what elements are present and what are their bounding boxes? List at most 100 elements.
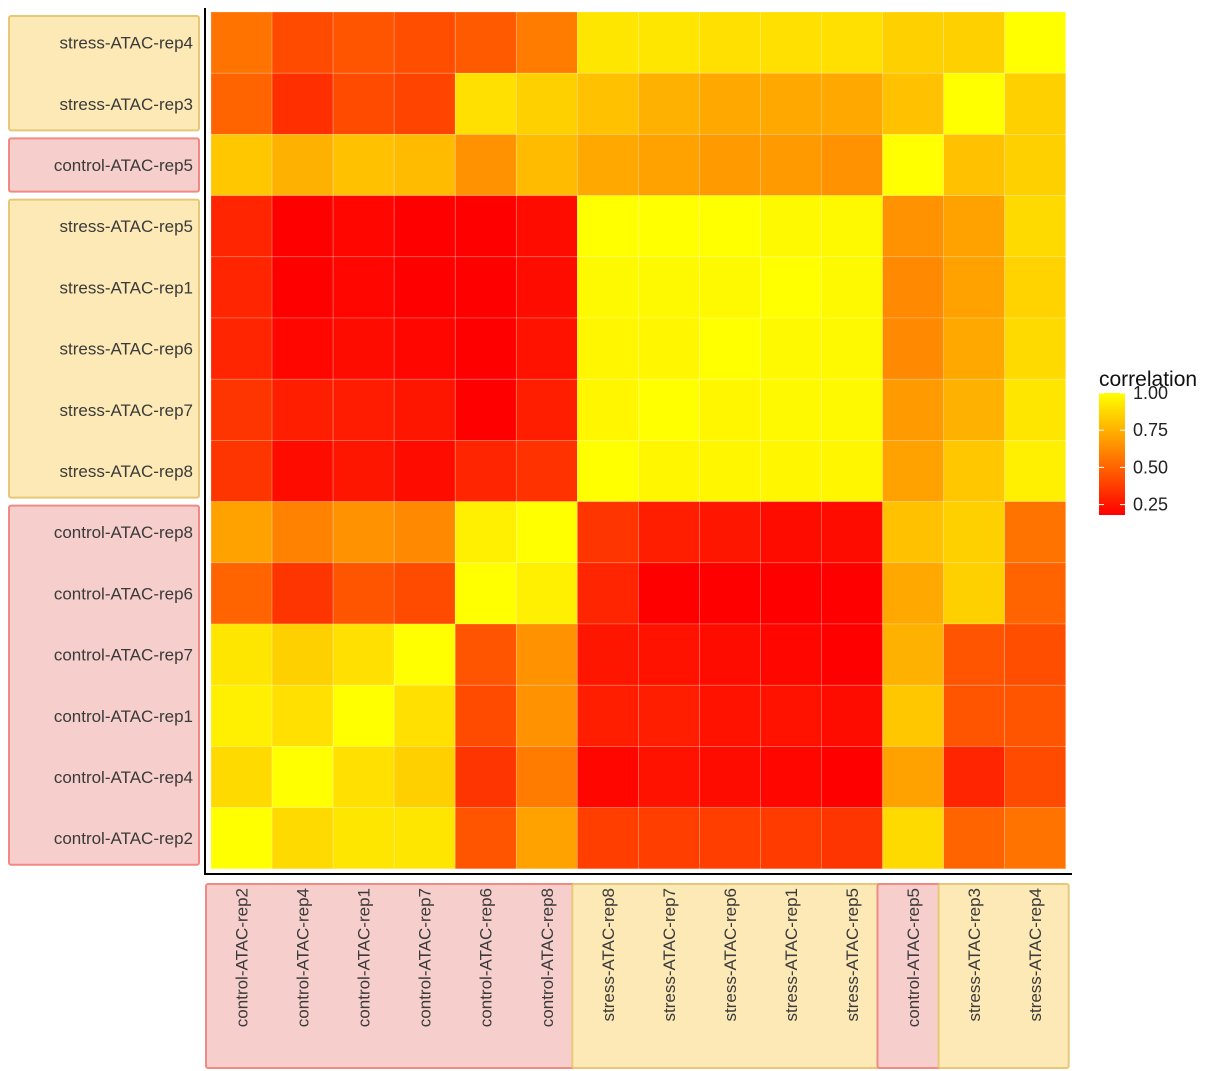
heatmap-cell [943, 807, 1005, 870]
heatmap-cell [821, 501, 883, 564]
x-tick-label: control-ATAC-rep5 [904, 888, 923, 1027]
heatmap-cell [1004, 134, 1067, 196]
heatmap-cell [454, 501, 517, 564]
heatmap-cell [882, 501, 944, 564]
heatmap-cell [943, 134, 1005, 196]
heatmap-cell [638, 501, 700, 564]
heatmap-cell [1004, 440, 1067, 502]
heatmap-cell [393, 623, 456, 686]
heatmap-cell [332, 72, 395, 135]
heatmap-cell [1004, 256, 1067, 319]
heatmap-cell [760, 134, 822, 196]
heatmap-cell [332, 440, 395, 502]
heatmap-cell [760, 623, 822, 686]
heatmap-cell [454, 134, 517, 196]
heatmap-cell [271, 195, 334, 258]
heatmap-cell [638, 11, 700, 74]
heatmap-cell [943, 623, 1005, 686]
heatmap-cells [210, 11, 1067, 870]
heatmap-cell [1004, 317, 1067, 380]
y-label-groups [8, 15, 200, 866]
heatmap-cell [1004, 378, 1067, 441]
heatmap-cell [576, 501, 639, 564]
heatmap-cell [821, 256, 883, 319]
heatmap-cell [210, 807, 273, 870]
heatmap-cell [515, 501, 578, 564]
heatmap-cell [332, 378, 395, 441]
heatmap-cell [210, 684, 273, 747]
heatmap-cell [454, 378, 517, 441]
legend-tick-label: 1.00 [1133, 383, 1168, 403]
heatmap-cell [210, 72, 273, 135]
heatmap-cell [576, 72, 639, 135]
heatmap-cell [943, 746, 1005, 808]
heatmap-cell [515, 807, 578, 870]
y-tick-label: control-ATAC-rep4 [54, 768, 193, 787]
heatmap-cell [454, 684, 517, 747]
heatmap-cell [210, 562, 273, 625]
heatmap-cell [760, 684, 822, 747]
heatmap-cell [332, 195, 395, 258]
heatmap-cell [210, 501, 273, 564]
y-tick-label: control-ATAC-rep5 [54, 156, 193, 175]
heatmap-cell [760, 195, 822, 258]
y-tick-label: stress-ATAC-rep7 [59, 401, 193, 420]
heatmap-cell [454, 195, 517, 258]
heatmap-cell [882, 684, 944, 747]
x-tick-label: control-ATAC-rep6 [477, 888, 496, 1027]
y-tick-label: stress-ATAC-rep4 [59, 34, 193, 53]
y-tick-label: stress-ATAC-rep5 [59, 217, 193, 236]
heatmap-cell [760, 746, 822, 808]
heatmap-cell [210, 256, 273, 319]
heatmap-cell [454, 72, 517, 135]
heatmap-cell [271, 317, 334, 380]
x-tick-label: stress-ATAC-rep1 [782, 888, 801, 1022]
legend-title: correlation [1099, 368, 1197, 391]
y-tick-label: control-ATAC-rep1 [54, 707, 193, 726]
y-tick-label: stress-ATAC-rep6 [59, 340, 193, 359]
heatmap-cell [515, 134, 578, 196]
heatmap-cell [332, 317, 395, 380]
heatmap-cell [1004, 195, 1067, 258]
heatmap-cell [515, 623, 578, 686]
heatmap-cell [943, 72, 1005, 135]
heatmap-cell [943, 501, 1005, 564]
y-group-box-control [8, 504, 200, 866]
heatmap-cell [638, 562, 700, 625]
heatmap-cell [271, 562, 334, 625]
heatmap-cell [638, 684, 700, 747]
heatmap-cell [821, 317, 883, 380]
heatmap-cell [332, 562, 395, 625]
x-group-box-stress [937, 883, 1070, 1069]
heatmap-cell [454, 746, 517, 808]
heatmap-cell [699, 11, 761, 74]
y-group-box-stress [8, 15, 200, 132]
color-legend: correlation 1.00 0.75 0.50 0.25 [1099, 368, 1197, 515]
heatmap-cell [821, 378, 883, 441]
heatmap-cell [393, 134, 456, 196]
y-group-box-stress [8, 198, 200, 499]
heatmap-cell [943, 440, 1005, 502]
y-tick-labels: stress-ATAC-rep4 stress-ATAC-rep3 control-… [54, 34, 193, 849]
heatmap-cell [393, 746, 456, 808]
heatmap-cell [699, 807, 761, 870]
heatmap-cell [1004, 746, 1067, 808]
heatmap-cell [699, 440, 761, 502]
heatmap-cell [454, 317, 517, 380]
heatmap-cell [576, 134, 639, 196]
heatmap-cell [760, 72, 822, 135]
heatmap-cell [638, 134, 700, 196]
heatmap-cell [515, 440, 578, 502]
heatmap-cell [515, 317, 578, 380]
heatmap-cell [332, 501, 395, 564]
x-label-groups [205, 883, 1070, 1069]
heatmap-cell [332, 11, 395, 74]
heatmap-cell [393, 72, 456, 135]
y-tick-label: stress-ATAC-rep3 [59, 95, 193, 114]
heatmap-cell [210, 378, 273, 441]
heatmap-cell [576, 623, 639, 686]
heatmap-cell [638, 623, 700, 686]
legend-ticks: 1.00 0.75 0.50 0.25 [1099, 383, 1168, 515]
x-tick-label: stress-ATAC-rep7 [660, 888, 679, 1022]
